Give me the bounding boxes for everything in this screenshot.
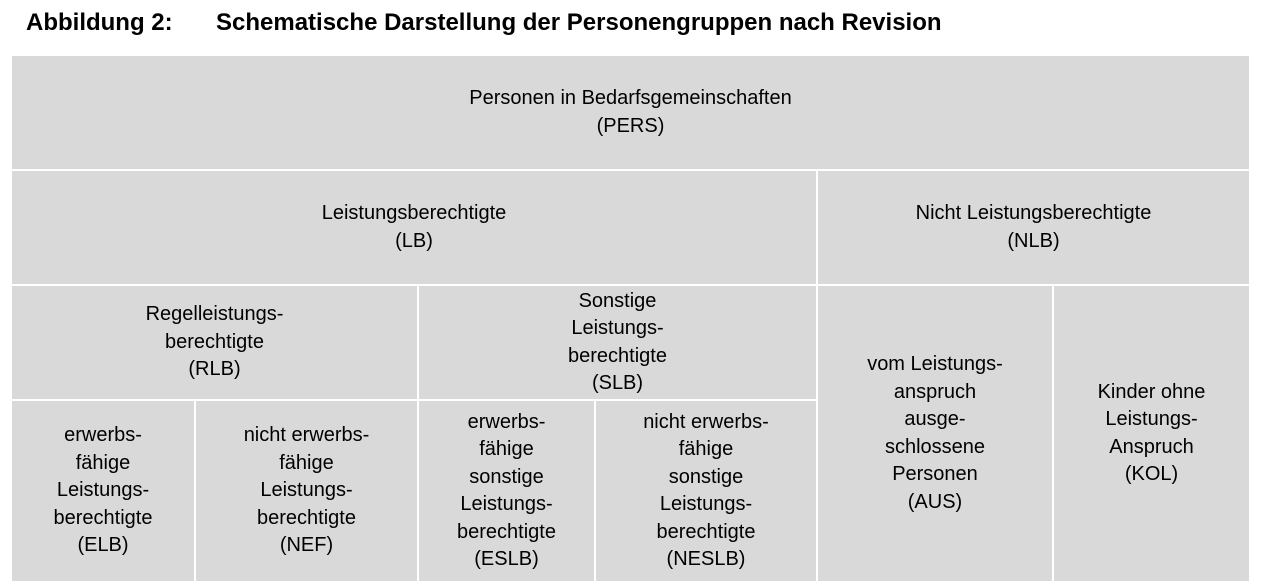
node-nef-label: nicht erwerbs- fähige Leistungs- berecht…	[243, 424, 370, 557]
node-slb-label: Sonstige Leistungs- berechtigte (SLB)	[568, 289, 667, 395]
node-nlb: Nicht Leistungsberechtigte (NLB)	[818, 171, 1249, 284]
divider-rlb-bottom	[12, 399, 816, 401]
node-elb: erwerbs- fähige Leistungs- berechtigte (…	[12, 401, 194, 581]
divider-lb-nlb	[816, 171, 818, 581]
node-eslb-label: erwerbs- fähige sonstige Leistungs- bere…	[457, 410, 556, 571]
node-neslb: nicht erwerbs- fähige sonstige Leistungs…	[596, 401, 816, 581]
divider-pers-bottom	[12, 169, 1249, 171]
node-aus-label: vom Leistungs- anspruch ausge- schlossen…	[867, 353, 1003, 513]
node-lb: Leistungsberechtigte (LB)	[12, 171, 816, 284]
node-eslb: erwerbs- fähige sonstige Leistungs- bere…	[419, 401, 594, 581]
node-kol-label: Kinder ohne Leistungs- Anspruch (KOL)	[1097, 380, 1206, 486]
node-rlb: Regelleistungs- berechtigte (RLB)	[12, 286, 417, 399]
person-groups-diagram: Personen in Bedarfsgemeinschaften (PERS)…	[12, 56, 1249, 581]
node-lb-label: Leistungsberechtigte (LB)	[321, 202, 507, 252]
node-elb-label: erwerbs- fähige Leistungs- berechtigte (…	[53, 424, 153, 557]
divider-eslb-neslb	[594, 401, 596, 581]
figure-title: Abbildung 2: Schematische Darstellung der…	[26, 6, 942, 40]
node-kol: Kinder ohne Leistungs- Anspruch (KOL)	[1054, 286, 1249, 581]
divider-rlb-slb	[417, 286, 419, 581]
node-neslb-label: nicht erwerbs- fähige sonstige Leistungs…	[643, 410, 769, 571]
node-aus: vom Leistungs- anspruch ausge- schlossen…	[818, 286, 1052, 581]
node-rlb-label: Regelleistungs- berechtigte (RLB)	[145, 303, 284, 381]
node-pers: Personen in Bedarfsgemeinschaften (PERS)	[12, 56, 1249, 169]
node-slb: Sonstige Leistungs- berechtigte (SLB)	[419, 286, 816, 399]
divider-aus-kol	[1052, 286, 1054, 581]
node-nlb-label: Nicht Leistungsberechtigte (NLB)	[915, 202, 1152, 252]
divider-elb-nef	[194, 401, 196, 581]
node-pers-label: Personen in Bedarfsgemeinschaften (PERS)	[469, 87, 792, 137]
figure-title-text: Schematische Darstellung der Personengru…	[216, 9, 942, 36]
figure-number: Abbildung 2:	[26, 9, 173, 36]
divider-lb-bottom	[12, 284, 1249, 286]
node-nef: nicht erwerbs- fähige Leistungs- berecht…	[196, 401, 417, 581]
